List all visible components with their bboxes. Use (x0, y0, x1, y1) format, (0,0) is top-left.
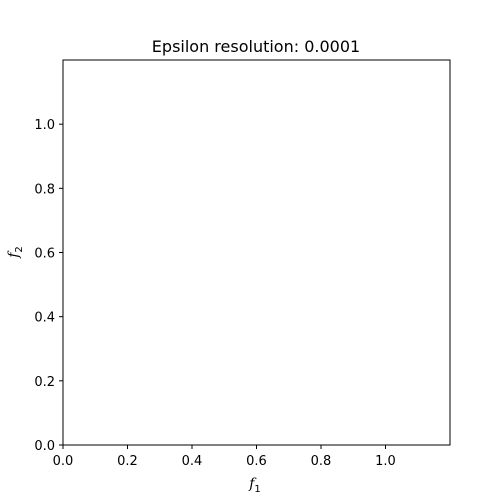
chart-title: Epsilon resolution: 0.0001 (152, 37, 360, 56)
x-tick-label-5: 1.0 (375, 454, 396, 469)
y-axis-label: f2 (6, 246, 25, 259)
x-tick-label-0: 0.0 (53, 454, 74, 469)
y-axis-ticks: 0.0 0.2 0.4 0.6 0.8 1.0 (34, 118, 63, 454)
y-axis-label-base: f (6, 250, 22, 259)
x-tick-label-4: 0.8 (311, 454, 332, 469)
x-axis-label-base: f (248, 476, 257, 492)
x-tick-label-2: 0.4 (182, 454, 203, 469)
y-tick-label-5: 1.0 (34, 118, 55, 133)
y-tick-label-4: 0.8 (34, 182, 55, 197)
x-axis-label: f1 (248, 476, 261, 495)
y-tick-label-3: 0.6 (34, 247, 55, 262)
x-tick-label-1: 0.2 (117, 454, 138, 469)
x-tick-label-3: 0.6 (246, 454, 267, 469)
y-tick-label-0: 0.0 (34, 439, 55, 454)
y-tick-label-2: 0.4 (34, 311, 55, 326)
y-axis-label-subscript: 2 (14, 246, 25, 252)
y-tick-label-1: 0.2 (34, 375, 55, 390)
x-axis-label-subscript: 1 (254, 484, 260, 495)
x-axis-ticks: 0.0 0.2 0.4 0.6 0.8 1.0 (53, 445, 396, 469)
